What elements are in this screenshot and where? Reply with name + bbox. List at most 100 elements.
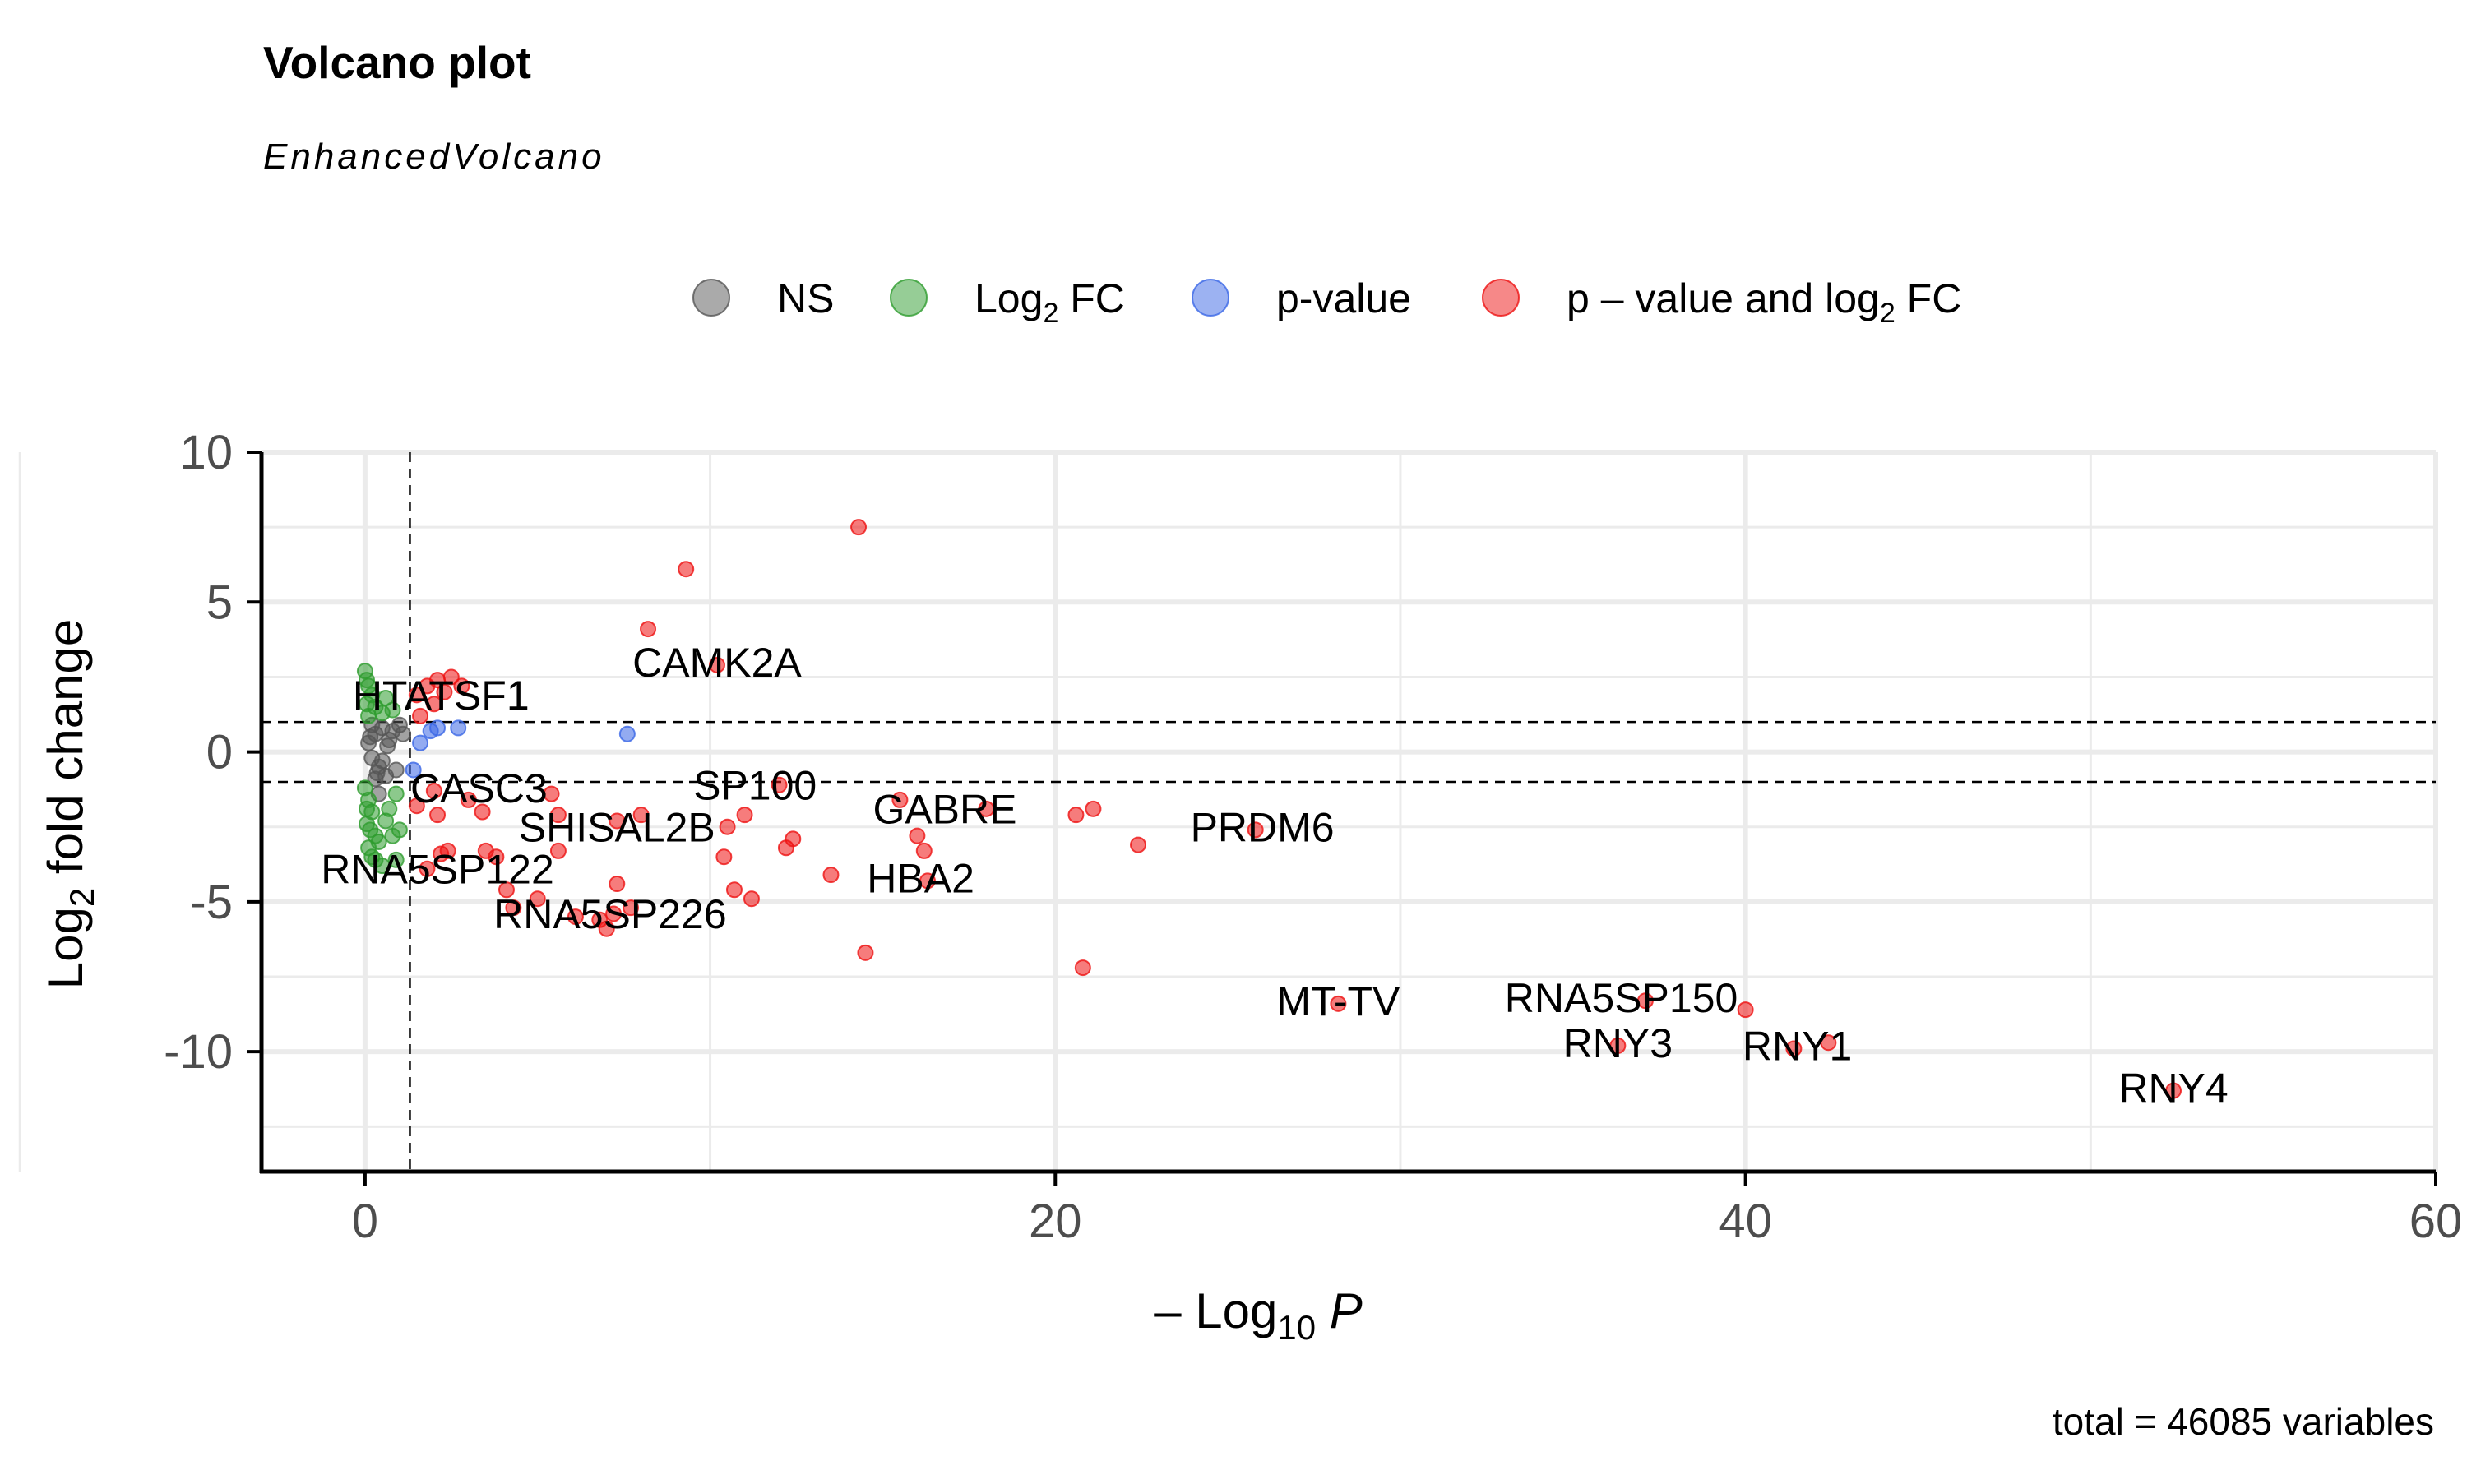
point-log2fc bbox=[387, 785, 405, 802]
point-both bbox=[477, 842, 494, 859]
chart-title: Volcano plot bbox=[263, 37, 531, 88]
gene-label: SP100 bbox=[693, 762, 817, 808]
legend-swatch-both bbox=[1482, 279, 1520, 317]
point-ns bbox=[362, 728, 379, 746]
legend-swatch-ns bbox=[692, 279, 730, 317]
gene-label: GABRE bbox=[872, 787, 1016, 833]
legend-label-ns: NS bbox=[777, 275, 834, 321]
point-log2fc bbox=[359, 800, 376, 817]
point-both bbox=[1247, 821, 1264, 839]
point-both bbox=[408, 797, 425, 815]
point-both bbox=[1609, 1037, 1627, 1054]
point-both bbox=[429, 807, 447, 824]
gene-label: MT-TV bbox=[1276, 978, 1400, 1024]
x-tick-label: 0 bbox=[352, 1195, 378, 1248]
point-both bbox=[425, 696, 442, 713]
point-both bbox=[1785, 1040, 1803, 1057]
point-both bbox=[719, 818, 736, 835]
point-both bbox=[442, 668, 460, 686]
point-both bbox=[822, 867, 840, 884]
gene-label: RNY1 bbox=[1743, 1024, 1852, 1070]
y-tick-label: 5 bbox=[206, 576, 233, 629]
point-both bbox=[436, 683, 453, 700]
y-tick-label: 0 bbox=[206, 726, 233, 779]
point-both bbox=[433, 845, 450, 862]
point-both bbox=[632, 807, 650, 824]
point-log2fc bbox=[360, 707, 377, 724]
point-both bbox=[978, 800, 995, 817]
point-both bbox=[408, 687, 425, 704]
point-log2fc bbox=[381, 800, 398, 817]
x-axis-title: – Log10 P bbox=[1154, 1283, 1363, 1347]
gene-label: PRDM6 bbox=[1191, 804, 1335, 850]
point-pvalue bbox=[429, 719, 447, 737]
point-both bbox=[598, 920, 615, 937]
point-pvalue bbox=[405, 761, 422, 779]
point-log2fc bbox=[362, 821, 379, 839]
y-axis-title: Log2 fold change bbox=[38, 619, 101, 989]
point-both bbox=[785, 830, 802, 848]
y-tick-label: -5 bbox=[190, 876, 233, 929]
point-both bbox=[623, 899, 640, 917]
point-both bbox=[857, 944, 874, 961]
point-both bbox=[743, 890, 760, 908]
legend-label-pvalue: p-value bbox=[1276, 275, 1411, 321]
point-both bbox=[1085, 800, 1102, 817]
point-both bbox=[1737, 1001, 1754, 1019]
point-both bbox=[543, 785, 560, 802]
point-log2fc bbox=[387, 851, 405, 868]
data-points bbox=[356, 519, 2182, 1099]
point-both bbox=[474, 803, 491, 821]
gene-label: HTATSF1 bbox=[353, 673, 530, 719]
point-both bbox=[640, 621, 657, 638]
point-ns bbox=[379, 737, 396, 755]
point-both bbox=[2165, 1082, 2182, 1099]
point-ns bbox=[395, 725, 412, 742]
gene-label: RNA5SP226 bbox=[493, 891, 727, 937]
point-both bbox=[1636, 992, 1654, 1010]
point-log2fc bbox=[373, 858, 391, 875]
point-both bbox=[549, 842, 567, 859]
y-tick-label: -10 bbox=[164, 1025, 233, 1079]
point-log2fc bbox=[370, 833, 387, 850]
threshold-lines bbox=[262, 452, 2436, 1172]
legend-swatch-log2fc bbox=[890, 279, 928, 317]
point-ns bbox=[387, 761, 405, 779]
point-both bbox=[891, 791, 909, 808]
point-both bbox=[678, 561, 695, 578]
legend: NS Log2 FC p-value p – value and log2 FC bbox=[692, 275, 1961, 329]
point-both bbox=[549, 807, 567, 824]
point-both bbox=[529, 890, 546, 908]
point-ns bbox=[368, 765, 386, 782]
gene-label: SHISAL2B bbox=[519, 804, 715, 850]
point-both bbox=[909, 827, 926, 844]
point-both bbox=[498, 881, 515, 899]
point-log2fc bbox=[377, 689, 395, 706]
axes: 0 20 40 60 10 5 0 -5 -10 bbox=[164, 426, 2462, 1248]
point-pvalue bbox=[412, 734, 429, 751]
point-log2fc bbox=[384, 701, 401, 719]
gene-label: CASC3 bbox=[410, 765, 548, 811]
point-both bbox=[460, 791, 477, 808]
x-tick-label: 20 bbox=[1029, 1195, 1082, 1248]
gene-label: HBA2 bbox=[867, 855, 974, 901]
point-both bbox=[609, 812, 626, 830]
legend-swatch-pvalue bbox=[1192, 279, 1229, 317]
gene-label: RNY4 bbox=[2118, 1066, 2228, 1112]
point-both bbox=[1129, 836, 1146, 853]
gene-label: RNA5SP150 bbox=[1505, 975, 1738, 1021]
point-both bbox=[425, 782, 442, 799]
gene-label: RNY3 bbox=[1563, 1020, 1673, 1066]
point-pvalue bbox=[450, 719, 467, 737]
grid bbox=[18, 450, 2438, 1172]
x-tick-label: 60 bbox=[2409, 1195, 2463, 1248]
point-both bbox=[1067, 807, 1085, 824]
gene-label: RNA5SP122 bbox=[321, 846, 554, 892]
point-both bbox=[567, 908, 584, 926]
point-both bbox=[453, 677, 470, 695]
legend-label-both: p – value and log2 FC bbox=[1567, 275, 1961, 329]
point-both bbox=[412, 707, 429, 724]
point-both bbox=[771, 776, 788, 793]
